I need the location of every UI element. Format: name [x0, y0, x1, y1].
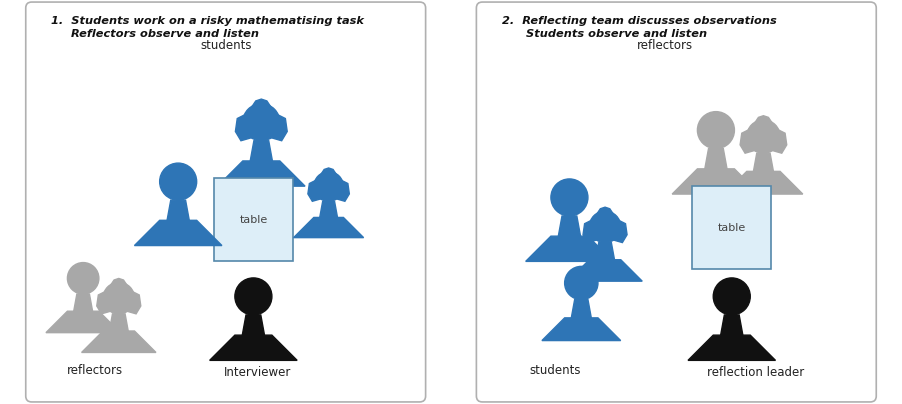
Polygon shape: [250, 141, 272, 161]
Text: reflectors: reflectors: [637, 38, 693, 52]
Polygon shape: [250, 99, 272, 109]
Polygon shape: [753, 153, 773, 171]
Polygon shape: [294, 217, 364, 238]
Polygon shape: [526, 236, 613, 261]
Circle shape: [314, 172, 344, 201]
Text: students: students: [200, 38, 252, 52]
Polygon shape: [209, 335, 297, 360]
Polygon shape: [571, 300, 592, 318]
Polygon shape: [134, 220, 222, 246]
Polygon shape: [612, 219, 627, 242]
Polygon shape: [125, 290, 141, 314]
Text: Interviewer: Interviewer: [224, 366, 291, 379]
Polygon shape: [319, 168, 337, 176]
Polygon shape: [319, 201, 337, 217]
Circle shape: [243, 104, 280, 141]
Polygon shape: [542, 318, 621, 341]
Polygon shape: [167, 200, 189, 220]
Circle shape: [589, 211, 621, 242]
Circle shape: [235, 278, 272, 315]
Circle shape: [565, 266, 598, 300]
Polygon shape: [741, 128, 757, 153]
Polygon shape: [235, 113, 253, 141]
Polygon shape: [721, 315, 743, 335]
Text: students: students: [529, 364, 581, 377]
Polygon shape: [217, 161, 305, 186]
Polygon shape: [688, 335, 776, 360]
Polygon shape: [595, 207, 614, 216]
Polygon shape: [558, 216, 581, 236]
Text: reflectors: reflectors: [68, 364, 124, 377]
FancyBboxPatch shape: [476, 2, 876, 402]
Text: 1.  Students work on a risky mathematising task
     Reflectors observe and list: 1. Students work on a risky mathematisin…: [51, 16, 364, 39]
Polygon shape: [583, 219, 599, 242]
Polygon shape: [753, 116, 773, 125]
Circle shape: [713, 278, 750, 315]
Circle shape: [68, 263, 99, 294]
Circle shape: [160, 163, 197, 200]
Text: 2.  Reflecting team discusses observations
      Students observe and listen: 2. Reflecting team discusses observation…: [502, 16, 777, 39]
Text: table: table: [718, 223, 746, 233]
Circle shape: [103, 282, 134, 314]
Polygon shape: [770, 128, 787, 153]
Polygon shape: [704, 149, 727, 169]
Polygon shape: [74, 294, 93, 311]
FancyBboxPatch shape: [26, 2, 426, 402]
Polygon shape: [81, 331, 156, 352]
Circle shape: [747, 120, 780, 153]
Circle shape: [551, 179, 588, 216]
Polygon shape: [243, 315, 264, 335]
Polygon shape: [46, 311, 120, 332]
Polygon shape: [595, 242, 614, 260]
Bar: [692, 186, 771, 269]
Polygon shape: [109, 278, 128, 287]
Bar: [214, 178, 293, 261]
Circle shape: [697, 112, 734, 149]
Text: reflection leader: reflection leader: [707, 366, 804, 379]
Polygon shape: [672, 169, 759, 194]
Text: table: table: [239, 215, 268, 225]
Polygon shape: [308, 179, 323, 201]
Polygon shape: [97, 290, 113, 314]
Polygon shape: [724, 171, 803, 194]
Polygon shape: [109, 314, 128, 331]
Polygon shape: [335, 179, 349, 201]
Polygon shape: [269, 113, 287, 141]
Polygon shape: [568, 260, 642, 281]
